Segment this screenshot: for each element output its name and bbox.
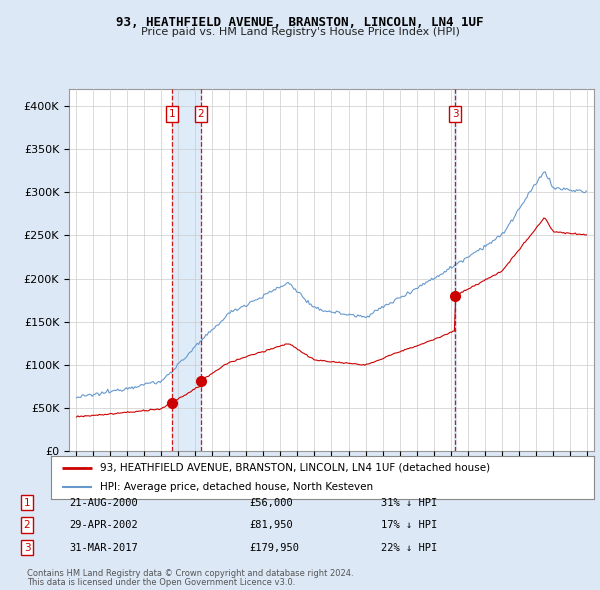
Text: 29-APR-2002: 29-APR-2002	[69, 520, 138, 530]
Text: 22% ↓ HPI: 22% ↓ HPI	[381, 543, 437, 552]
Text: 1: 1	[169, 109, 175, 119]
Bar	[454, 88, 456, 451]
Text: 2: 2	[23, 520, 31, 530]
Text: 93, HEATHFIELD AVENUE, BRANSTON, LINCOLN, LN4 1UF (detached house): 93, HEATHFIELD AVENUE, BRANSTON, LINCOLN…	[100, 463, 490, 473]
Text: 2: 2	[197, 109, 204, 119]
Text: 31-MAR-2017: 31-MAR-2017	[69, 543, 138, 552]
Text: 17% ↓ HPI: 17% ↓ HPI	[381, 520, 437, 530]
Text: 31% ↓ HPI: 31% ↓ HPI	[381, 498, 437, 507]
Text: £56,000: £56,000	[249, 498, 293, 507]
Text: Price paid vs. HM Land Registry's House Price Index (HPI): Price paid vs. HM Land Registry's House …	[140, 28, 460, 37]
Text: 3: 3	[23, 543, 31, 552]
Text: 93, HEATHFIELD AVENUE, BRANSTON, LINCOLN, LN4 1UF: 93, HEATHFIELD AVENUE, BRANSTON, LINCOLN…	[116, 16, 484, 29]
Bar	[172, 88, 200, 451]
Text: £179,950: £179,950	[249, 543, 299, 552]
Text: 21-AUG-2000: 21-AUG-2000	[69, 498, 138, 507]
Text: 3: 3	[452, 109, 458, 119]
Text: This data is licensed under the Open Government Licence v3.0.: This data is licensed under the Open Gov…	[27, 578, 295, 588]
Text: 1: 1	[23, 498, 31, 507]
Text: HPI: Average price, detached house, North Kesteven: HPI: Average price, detached house, Nort…	[100, 482, 373, 492]
Text: £81,950: £81,950	[249, 520, 293, 530]
Text: Contains HM Land Registry data © Crown copyright and database right 2024.: Contains HM Land Registry data © Crown c…	[27, 569, 353, 578]
